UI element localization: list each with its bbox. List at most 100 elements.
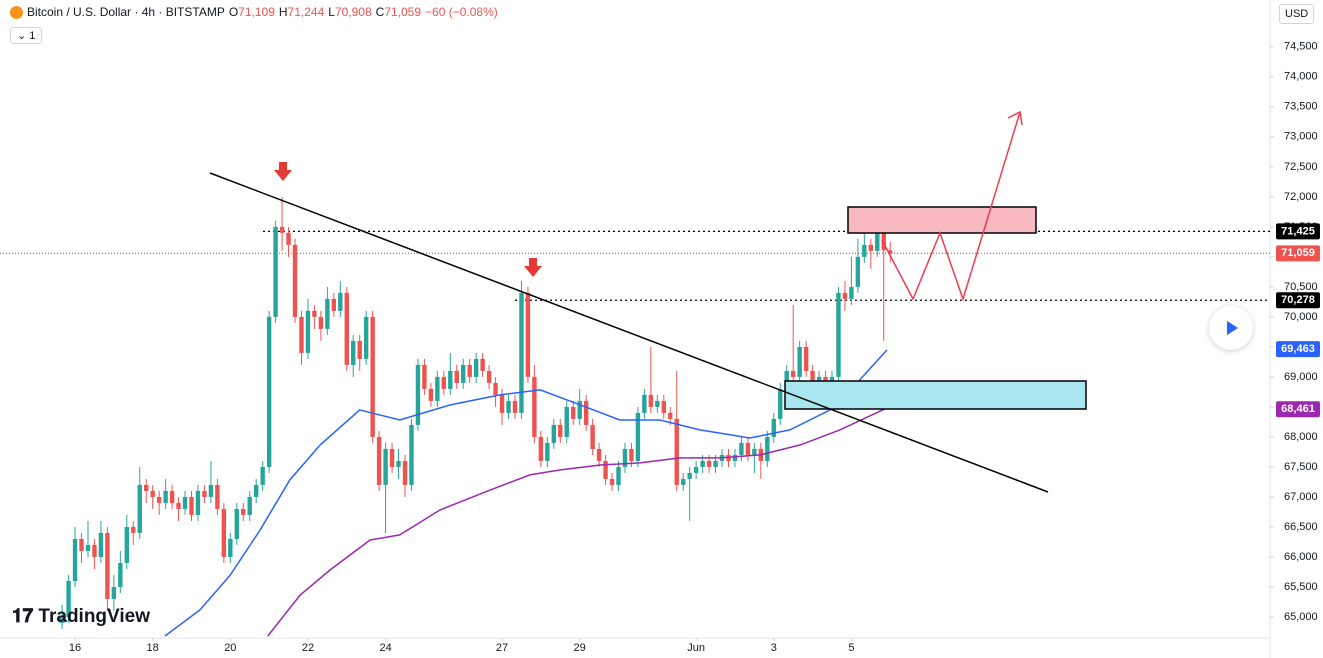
candle-body <box>648 394 654 407</box>
candle-body <box>629 448 634 461</box>
candle-body <box>596 448 602 461</box>
candle-body <box>616 466 621 485</box>
candle-body <box>253 484 259 497</box>
candle-body <box>79 538 84 551</box>
price-label: 70,278 <box>1281 294 1315 306</box>
candle-body <box>558 424 563 437</box>
candle-body <box>318 316 324 329</box>
candle-body <box>797 346 802 377</box>
candle-body <box>655 400 660 407</box>
moving-average <box>164 349 888 637</box>
candle-body <box>72 538 78 581</box>
candle-body <box>745 442 751 455</box>
candle-body <box>583 400 589 425</box>
y-tick-label: 74,500 <box>1284 41 1318 53</box>
resistance-zone <box>847 206 1037 234</box>
candle-body <box>182 496 188 509</box>
candle-body <box>661 400 666 413</box>
down-arrow <box>274 162 292 181</box>
ohlc-value: 70,908 <box>334 5 372 19</box>
candle-body <box>156 496 162 503</box>
candle-body <box>687 472 692 479</box>
candle-body <box>260 466 265 485</box>
candle-body <box>370 316 375 437</box>
ohlc-key: L <box>328 5 335 19</box>
candle-body <box>454 370 459 383</box>
x-tick-label: 27 <box>496 642 508 654</box>
candle-body <box>383 448 388 485</box>
candle-body <box>816 376 822 383</box>
candle-body <box>506 400 511 413</box>
candle-body <box>448 370 453 389</box>
candle-body <box>357 340 362 359</box>
candle-body <box>208 484 214 497</box>
candle-body <box>286 232 291 245</box>
candle-body <box>875 220 880 251</box>
indicator-toggle[interactable]: ⌄ 1 <box>10 27 43 44</box>
candle-body <box>266 316 272 467</box>
candle-body <box>635 412 641 461</box>
candle-body <box>739 442 744 455</box>
symbol: Bitcoin / U.S. Dollar · 4h · BITSTAMP <box>27 5 225 19</box>
price-label-bg <box>1276 401 1320 418</box>
candle-body <box>499 394 505 413</box>
candle-body <box>118 562 123 587</box>
candle-body <box>706 460 712 467</box>
candle-body <box>519 292 524 413</box>
y-tick-label: 74,000 <box>1284 71 1318 83</box>
candle-body <box>163 490 168 503</box>
y-tick-label: 65,000 <box>1284 611 1318 623</box>
candle-body <box>674 418 679 485</box>
y-tick-label: 73,000 <box>1284 131 1318 143</box>
currency-button[interactable]: USD <box>1279 4 1315 24</box>
candle-body <box>836 292 841 377</box>
candle-body <box>98 532 104 557</box>
candle-body <box>137 484 142 533</box>
candle-body <box>668 412 673 419</box>
candle-body <box>700 460 705 467</box>
x-tick-label: Jun <box>687 642 705 654</box>
candle-body <box>752 448 757 455</box>
ohlc-value: 71,244 <box>287 5 325 19</box>
candle-body <box>512 400 518 413</box>
candle-body <box>402 460 408 485</box>
candle-body <box>92 544 97 557</box>
ohlc-key: H <box>278 5 288 19</box>
support-zone <box>784 380 1087 410</box>
x-tick-label: 3 <box>771 642 777 654</box>
candle-body <box>538 436 544 461</box>
x-tick-label: 20 <box>224 642 236 654</box>
candle-body <box>389 448 395 467</box>
y-tick-label: 73,500 <box>1284 101 1318 113</box>
moving-average <box>267 407 888 637</box>
candle-body <box>480 358 485 371</box>
candle-body <box>732 454 738 461</box>
ohlc-key: C <box>375 5 385 19</box>
candle-body <box>241 508 246 515</box>
y-tick-label: 72,000 <box>1284 191 1318 203</box>
candle-body <box>693 466 699 473</box>
candle-body <box>292 244 298 317</box>
candle-body <box>202 490 207 497</box>
symbol-header: Bitcoin / U.S. Dollar · 4h · BITSTAMP O71… <box>10 5 498 19</box>
candle-body <box>473 358 479 377</box>
down-arrow <box>524 258 542 277</box>
indicator-count: 1 <box>29 30 36 42</box>
candle-body <box>609 478 615 485</box>
candle-body <box>422 364 427 389</box>
coin-icon <box>10 5 23 19</box>
y-tick-label: 66,000 <box>1284 551 1318 563</box>
candle-body <box>228 538 233 557</box>
candle-body <box>247 496 252 515</box>
ohlc-item: C71,059 <box>376 5 421 19</box>
candle-body <box>338 292 343 311</box>
candle-body <box>571 406 576 419</box>
candle-body <box>428 388 434 401</box>
candle-body <box>189 496 194 515</box>
play-button[interactable] <box>1209 306 1253 350</box>
ohlc-value: 71,109 <box>238 5 275 19</box>
candle-body <box>331 298 337 311</box>
y-tick-label: 65,500 <box>1284 581 1318 593</box>
y-tick-label: 66,500 <box>1284 521 1318 533</box>
